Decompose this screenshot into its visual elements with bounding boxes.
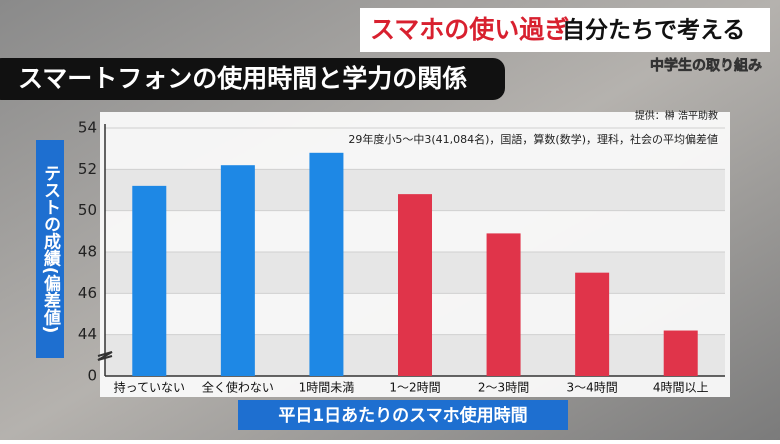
y-axis-label: テストの成績(偏差値): [40, 165, 62, 334]
x-tick-label: 1～2時間: [389, 381, 440, 395]
x-tick-label: 1時間未満: [299, 381, 355, 395]
y-tick-label: 52: [78, 160, 97, 178]
bar: [309, 152, 344, 376]
banner-rest: 自分たちで考える: [562, 17, 745, 44]
y-label-box: [36, 140, 64, 358]
bar: [398, 194, 432, 376]
axis-break: [97, 351, 113, 361]
bar: [220, 165, 255, 376]
banner-highlight: スマホの使い過ぎ: [370, 15, 569, 44]
note: 29年度小5～中3(41,084名)，国語，算数(数学)，理科，社会の平均偏差値: [348, 132, 718, 146]
bar: [486, 233, 521, 376]
y-tick-label: 50: [78, 201, 97, 219]
x-label-box: [238, 400, 568, 430]
x-tick-label: 全く使わない: [202, 380, 274, 395]
x-tick-label: 4時間以上: [653, 381, 709, 395]
banner-sub: 中学生の取り組み: [650, 57, 762, 74]
x-tick-label: 持っていない: [114, 380, 185, 395]
y-tick-label: 46: [78, 284, 97, 302]
bar: [663, 330, 698, 376]
y-tick-label: 44: [78, 325, 97, 343]
bar: [132, 185, 167, 376]
chart-title: スマートフォンの使用時間と学力の関係: [18, 64, 467, 93]
plot: 0 44 46 48 50 52 54 持っていない 全く使わない 1時間未満 1～2時間 2～3時間…: [78, 119, 725, 395]
x-tick-label: 2～3時間: [478, 381, 529, 395]
y-tick-label: 54: [78, 119, 97, 137]
title-box: [0, 58, 505, 100]
y-tick-label: 0: [87, 367, 97, 385]
x-tick-label: 3～4時間: [567, 381, 618, 395]
source: 提供：榊 浩平助教: [635, 109, 718, 122]
bar: [575, 272, 610, 376]
y-tick-label: 48: [78, 243, 97, 261]
x-axis-label: 平日1日あたりのスマホ使用時間: [278, 405, 527, 426]
banner-box: [360, 8, 770, 52]
